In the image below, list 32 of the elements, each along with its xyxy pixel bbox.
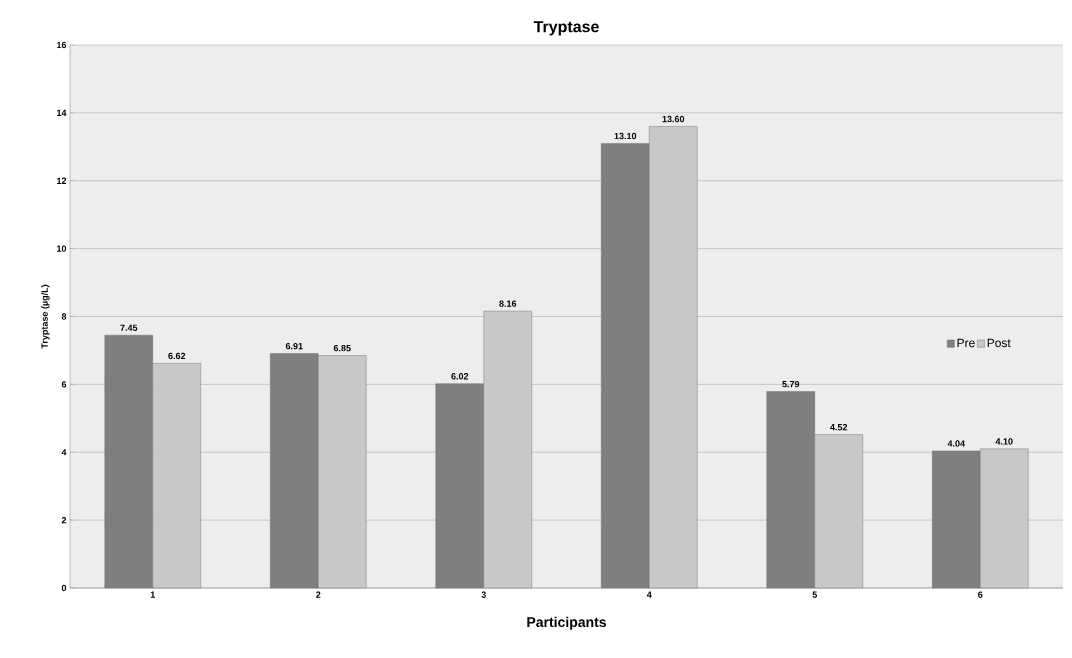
data-label: 5.79 bbox=[782, 380, 800, 388]
x-tick-label: 3 bbox=[481, 591, 486, 598]
data-label: 6.85 bbox=[333, 344, 351, 352]
data-label: 4.04 bbox=[947, 440, 965, 447]
y-tick-label: 0 bbox=[61, 584, 67, 592]
x-tick-label: 6 bbox=[978, 591, 983, 598]
x-tick-label: 2 bbox=[316, 591, 321, 598]
x-tick-label: 1 bbox=[150, 591, 156, 598]
legend-label: Pre bbox=[957, 338, 975, 348]
data-label: 13.60 bbox=[662, 115, 685, 123]
data-label: 6.02 bbox=[451, 373, 469, 380]
data-label: 4.52 bbox=[830, 424, 848, 431]
x-tick-label: 5 bbox=[812, 591, 817, 598]
y-tick-label: 8 bbox=[61, 313, 67, 320]
x-tick-label: 4 bbox=[646, 591, 652, 598]
y-tick-label: 14 bbox=[57, 109, 67, 116]
chart-title: Tryptase bbox=[533, 21, 599, 36]
y-tick-label: 6 bbox=[61, 381, 67, 388]
x-axis-title: Participants bbox=[527, 616, 606, 630]
y-tick-label: 2 bbox=[61, 516, 67, 524]
data-label: 6.62 bbox=[168, 352, 186, 360]
data-label: 13.10 bbox=[614, 132, 637, 140]
data-label: 4.10 bbox=[995, 438, 1013, 445]
y-tick-label: 12 bbox=[57, 177, 67, 184]
data-label: 6.91 bbox=[285, 342, 303, 350]
y-tick-label: 10 bbox=[57, 245, 67, 252]
y-axis-title: Tryptase (µg/L) bbox=[41, 284, 50, 349]
data-label: 8.16 bbox=[499, 300, 517, 307]
y-tick-label: 4 bbox=[61, 449, 67, 456]
data-label: 7.45 bbox=[120, 324, 138, 331]
y-tick-label: 16 bbox=[57, 41, 67, 49]
legend-label: Post bbox=[987, 338, 1011, 348]
